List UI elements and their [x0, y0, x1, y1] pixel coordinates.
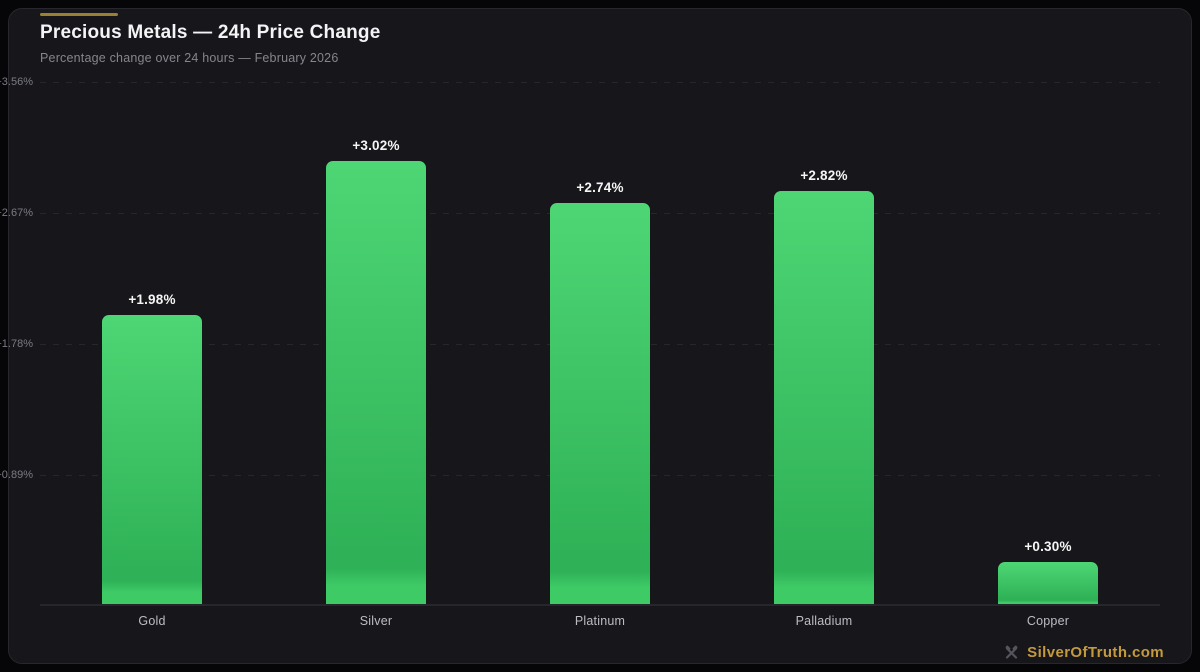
bar-value-label: +1.98% — [128, 291, 176, 307]
bar-value-label: +2.82% — [800, 167, 848, 183]
bar-slot: +3.02% Silver — [264, 82, 488, 628]
bar-gold — [102, 314, 202, 604]
hammer-and-pick-icon — [1004, 645, 1019, 660]
x-axis-category-label: Platinum — [574, 614, 626, 628]
x-axis-category-label: Silver — [359, 614, 393, 628]
bar-slot: +0.30% Copper — [936, 82, 1160, 628]
bar-platinum — [550, 202, 650, 604]
watermark-text: SilverOfTruth.com — [1027, 644, 1164, 661]
bar-value-label: +0.30% — [1024, 538, 1072, 554]
watermark: SilverOfTruth.com — [1004, 644, 1164, 661]
bar-slot: +1.98% Gold — [40, 82, 264, 628]
bar-palladium — [774, 190, 874, 604]
chart-title: Precious Metals — 24h Price Change — [40, 22, 381, 43]
gridline — [40, 81, 1160, 83]
bar-value-label: +3.02% — [352, 138, 400, 154]
plot-area: +1.98% Gold +3.02% Silver +2.74% Platinum +2.8… — [40, 81, 1160, 628]
y-axis-tick-label: +2.67% — [0, 207, 33, 219]
bar-slot: +2.82% Palladium — [712, 82, 936, 628]
y-axis-tick-label: +0.89% — [0, 469, 33, 481]
bar-silver — [326, 161, 426, 604]
x-axis-line — [40, 604, 1160, 606]
x-axis-category-label: Palladium — [795, 614, 853, 628]
y-axis-tick-label: +1.78% — [0, 338, 33, 350]
bar-copper — [998, 561, 1098, 604]
bar-value-label: +2.74% — [576, 179, 624, 195]
chart-subtitle: Percentage change over 24 hours — Februa… — [40, 51, 339, 65]
x-axis-category-label: Copper — [1026, 614, 1070, 628]
y-axis-tick-label: +3.56% — [0, 76, 33, 88]
bar-slot: +2.74% Platinum — [488, 82, 712, 628]
accent-line — [40, 13, 118, 16]
x-axis-category-label: Gold — [138, 614, 166, 628]
